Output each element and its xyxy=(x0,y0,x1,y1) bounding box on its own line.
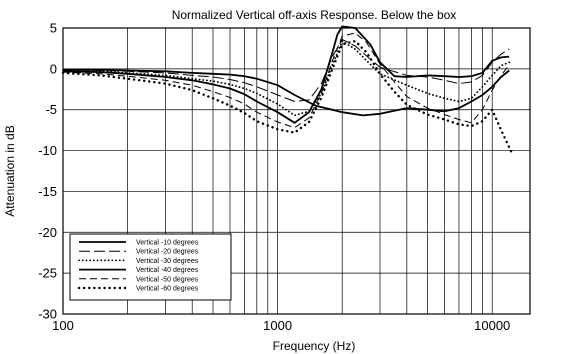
x-axis-label: Frequency (Hz) xyxy=(273,339,356,353)
x-tick-label: 1000 xyxy=(263,318,292,333)
y-tick-label: -30 xyxy=(38,307,57,322)
series-line-3 xyxy=(62,40,511,117)
legend-label: Vertical -30 degrees xyxy=(136,258,199,265)
y-tick-label: 5 xyxy=(50,21,57,36)
legend-label: Vertical -10 degrees xyxy=(136,240,199,247)
x-tick-label: 10000 xyxy=(474,318,510,333)
series-line-6 xyxy=(61,39,515,157)
legend-box xyxy=(69,233,232,301)
y-tick-label: 0 xyxy=(50,61,57,76)
y-tick-labels: 5 0 -5 -10 -15 -20 -25 -30 xyxy=(38,21,57,322)
legend-label: Vertical -40 degrees xyxy=(136,267,199,274)
y-tick-label: -25 xyxy=(38,266,57,281)
y-tick-label: -15 xyxy=(38,184,57,199)
series-layer xyxy=(61,25,515,157)
series-line-5 xyxy=(62,32,510,129)
chart-title: Normalized Vertical off-axis Response. B… xyxy=(172,8,457,22)
series-line-4 xyxy=(62,25,510,124)
plot-area-frame xyxy=(62,27,531,315)
legend-label: Vertical -20 degrees xyxy=(136,249,199,256)
y-tick-label: -5 xyxy=(45,102,57,117)
x-tick-labels: 100 1000 10000 xyxy=(52,318,510,333)
x-tick-label: 100 xyxy=(52,318,74,333)
series-line-1 xyxy=(63,68,510,117)
y-tick-label: -10 xyxy=(38,143,57,158)
y-tick-label: -20 xyxy=(38,225,57,240)
legend-label: Vertical -60 degrees xyxy=(136,286,199,293)
legend-label: Vertical -50 degrees xyxy=(136,276,199,283)
legend: Vertical -10 degrees Vertical -20 degrees… xyxy=(69,233,232,301)
y-axis-label: Attenuation in dB xyxy=(3,125,17,216)
series-line-2 xyxy=(62,38,510,102)
